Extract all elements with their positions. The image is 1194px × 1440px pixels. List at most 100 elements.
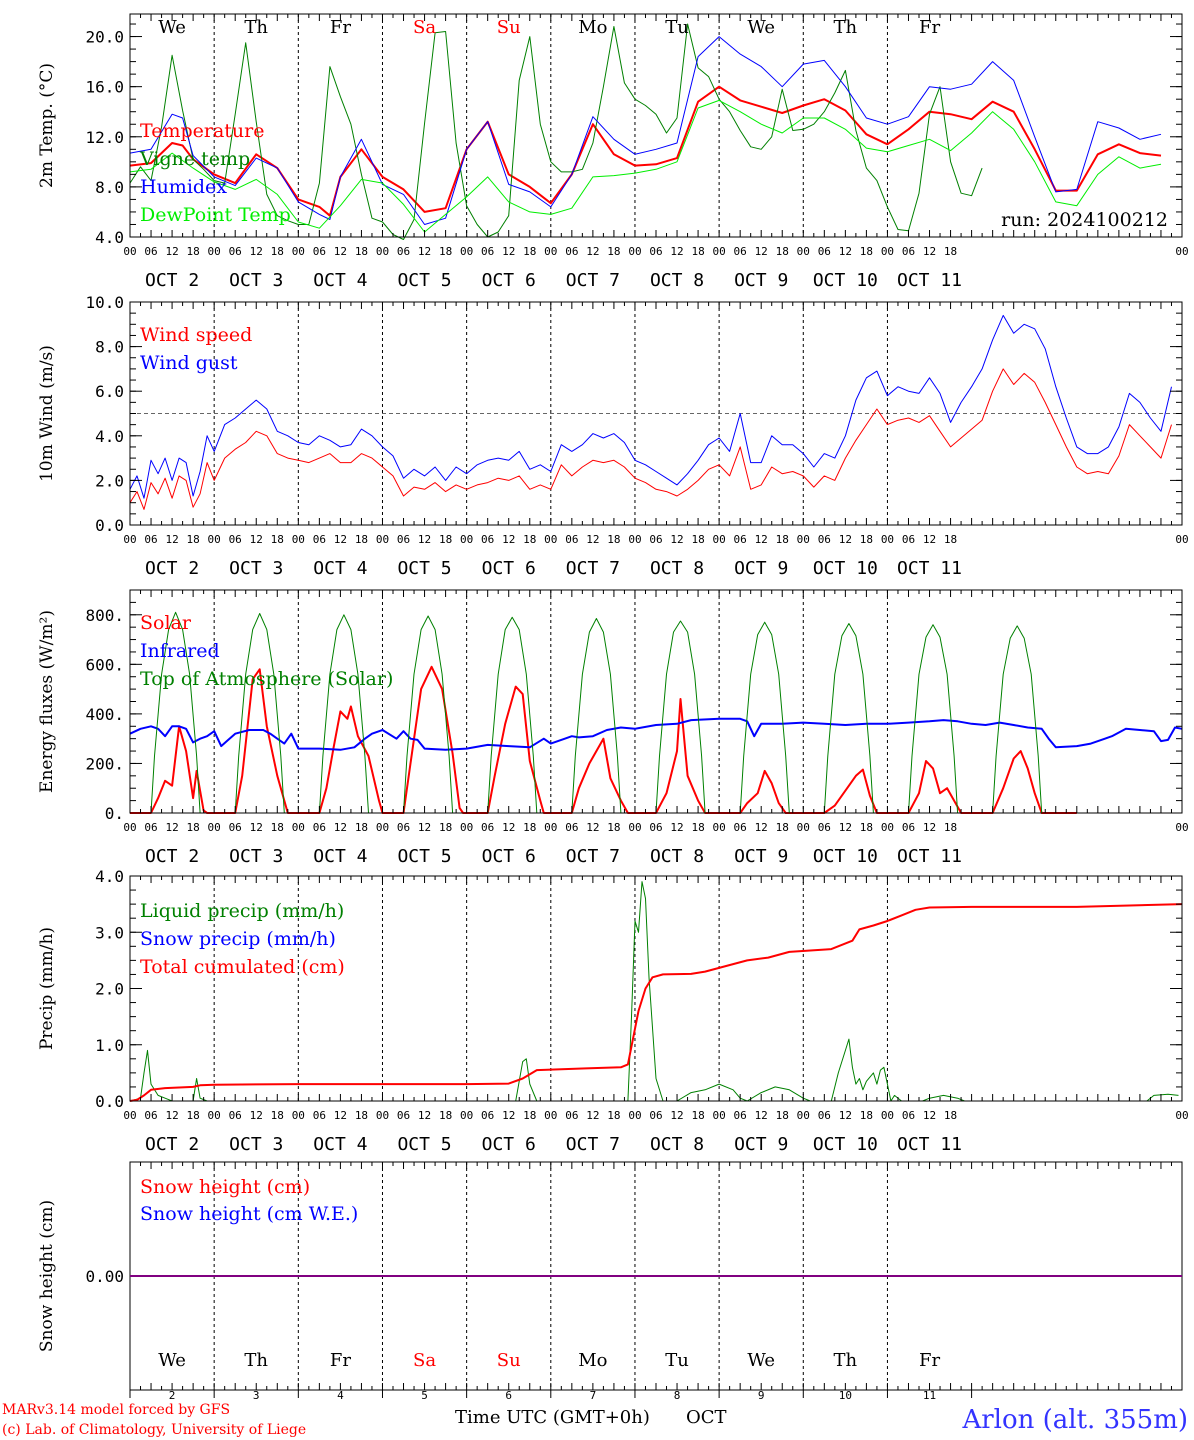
hour-tick-label: 12 bbox=[165, 245, 178, 258]
hour-tick-label: 18 bbox=[523, 821, 536, 834]
hour-tick-label: 06 bbox=[229, 821, 242, 834]
hour-tick-label: 12 bbox=[502, 821, 515, 834]
date-label: OCT 8 bbox=[650, 1134, 704, 1155]
hour-tick-label: 00 bbox=[881, 245, 894, 258]
hour-tick-label: 06 bbox=[649, 1109, 662, 1122]
weekday-label: Th bbox=[834, 17, 858, 38]
weekday-label: We bbox=[158, 1350, 186, 1371]
hour-tick-label: 00 bbox=[544, 533, 557, 546]
y-tick-label: 20.0 bbox=[85, 28, 124, 47]
date-label: OCT 3 bbox=[229, 270, 283, 291]
hour-tick-label: 06 bbox=[649, 245, 662, 258]
hour-tick-label: 00 bbox=[460, 1109, 473, 1122]
hour-tick-label: 18 bbox=[355, 821, 368, 834]
weekday-label: Tu bbox=[665, 17, 689, 38]
hour-tick-label: 18 bbox=[355, 533, 368, 546]
y-tick-label: 200. bbox=[85, 754, 124, 773]
series-total-cumulated-cm bbox=[129, 903, 1183, 1102]
hour-tick-label: 06 bbox=[144, 1109, 157, 1122]
hour-tick-label: 06 bbox=[397, 533, 410, 546]
legend-entry: Snow height (cm) bbox=[140, 1176, 310, 1198]
hour-tick-label: 12 bbox=[670, 821, 683, 834]
hour-tick-label: 18 bbox=[439, 245, 452, 258]
hour-tick-label: 18 bbox=[186, 1109, 199, 1122]
date-label: OCT 2 bbox=[145, 270, 199, 291]
series-humidex bbox=[129, 36, 1162, 225]
series-wind-gust bbox=[129, 314, 1172, 499]
weekday-label: Fr bbox=[919, 1350, 940, 1371]
x-axis-month: OCT bbox=[686, 1407, 727, 1428]
hour-tick-label: 06 bbox=[313, 533, 326, 546]
hour-tick-label: 00 bbox=[881, 821, 894, 834]
weekday-label: Fr bbox=[919, 17, 940, 38]
hour-tick-label: 06 bbox=[565, 821, 578, 834]
snow-panel: 0.00 Snow height (cm) Snow height (cm) Snow… bbox=[37, 1161, 1183, 1402]
hour-tick-label: 12 bbox=[418, 533, 431, 546]
date-label: OCT 2 bbox=[145, 558, 199, 579]
hour-tick-label: 00 bbox=[544, 821, 557, 834]
date-label: OCT 8 bbox=[650, 558, 704, 579]
hour-tick-label: 06 bbox=[397, 1109, 410, 1122]
hour-tick-label: 12 bbox=[250, 821, 263, 834]
hour-tick-label: 00 bbox=[208, 245, 221, 258]
date-label: OCT 11 bbox=[897, 1134, 962, 1155]
hour-tick-label: 12 bbox=[670, 533, 683, 546]
hour-tick-label: 18 bbox=[860, 533, 873, 546]
temperature-panel: 4.0 8.0 12.0 16.0 20.0 2m Temp. (°C) Temperatu… bbox=[37, 13, 1189, 291]
date-label: OCT 11 bbox=[897, 846, 962, 867]
y-axis-label: Precip (mm/h) bbox=[37, 927, 57, 1050]
y-tick-label: 0.0 bbox=[95, 516, 124, 535]
y-tick-label: 16.0 bbox=[85, 78, 124, 97]
date-label: OCT 9 bbox=[734, 558, 788, 579]
weekday-label: Su bbox=[497, 1350, 521, 1371]
y-tick-label: 1.0 bbox=[95, 1036, 124, 1055]
x-axis-label: Time UTC (GMT+0h) bbox=[455, 1407, 650, 1428]
hour-tick-label: 00 bbox=[460, 245, 473, 258]
hour-tick-label: 12 bbox=[755, 245, 768, 258]
weekday-label: Mo bbox=[578, 1350, 607, 1371]
footer-credit-line: (c) Lab. of Climatology, University of L… bbox=[2, 1422, 306, 1438]
y-tick-label: 10.0 bbox=[85, 293, 124, 312]
date-label: OCT 8 bbox=[650, 846, 704, 867]
y-tick-label: 400. bbox=[85, 705, 124, 724]
hour-tick-label: 12 bbox=[502, 533, 515, 546]
hour-tick-label: 18 bbox=[860, 1109, 873, 1122]
hour-tick-label: 18 bbox=[944, 821, 957, 834]
date-label: OCT 7 bbox=[566, 558, 620, 579]
hour-tick-label: 00 bbox=[628, 1109, 641, 1122]
y-tick-label: 4.0 bbox=[95, 427, 124, 446]
hour-tick-label: 06 bbox=[313, 245, 326, 258]
hour-tick-label: 06 bbox=[481, 821, 494, 834]
weekday-label: Su bbox=[497, 17, 521, 38]
y-tick-label: 600. bbox=[85, 655, 124, 674]
hour-tick-label: 12 bbox=[165, 821, 178, 834]
date-label: OCT 5 bbox=[397, 558, 451, 579]
hour-tick-label: 18 bbox=[523, 245, 536, 258]
hour-tick-label: 00 bbox=[797, 245, 810, 258]
hour-tick-label: 18 bbox=[776, 821, 789, 834]
hour-tick-label: 00 bbox=[292, 821, 305, 834]
y-axis-label: 2m Temp. (°C) bbox=[37, 63, 57, 188]
hour-tick-label: 00 bbox=[123, 821, 136, 834]
hour-tick-label: 06 bbox=[818, 533, 831, 546]
station-label: Arlon (alt. 355m) bbox=[961, 1405, 1188, 1435]
panel-frame bbox=[129, 589, 1183, 814]
date-label: OCT 3 bbox=[229, 558, 283, 579]
series-dewpoint-temp bbox=[129, 99, 1162, 233]
hour-tick-label: 12 bbox=[923, 245, 936, 258]
hour-tick-label: 00 bbox=[628, 533, 641, 546]
legend-entry: Wind speed bbox=[140, 324, 252, 346]
hour-tick-label: 00 bbox=[292, 533, 305, 546]
hour-tick-label: 06 bbox=[565, 245, 578, 258]
legend-entry: Top of Atmosphere (Solar) bbox=[140, 668, 393, 690]
hour-tick-label: 12 bbox=[418, 821, 431, 834]
footer: MARv3.14 model forced by GFS (c) Lab. of… bbox=[2, 1402, 1188, 1438]
date-label: OCT 2 bbox=[145, 1134, 199, 1155]
hour-tick-label: 18 bbox=[776, 245, 789, 258]
date-label: OCT 6 bbox=[482, 846, 536, 867]
date-label: OCT 9 bbox=[734, 270, 788, 291]
run-annotation: run: 2024100212 bbox=[1001, 209, 1168, 231]
hour-tick-label: 00 bbox=[797, 1109, 810, 1122]
weekday-label: Sa bbox=[413, 17, 436, 38]
